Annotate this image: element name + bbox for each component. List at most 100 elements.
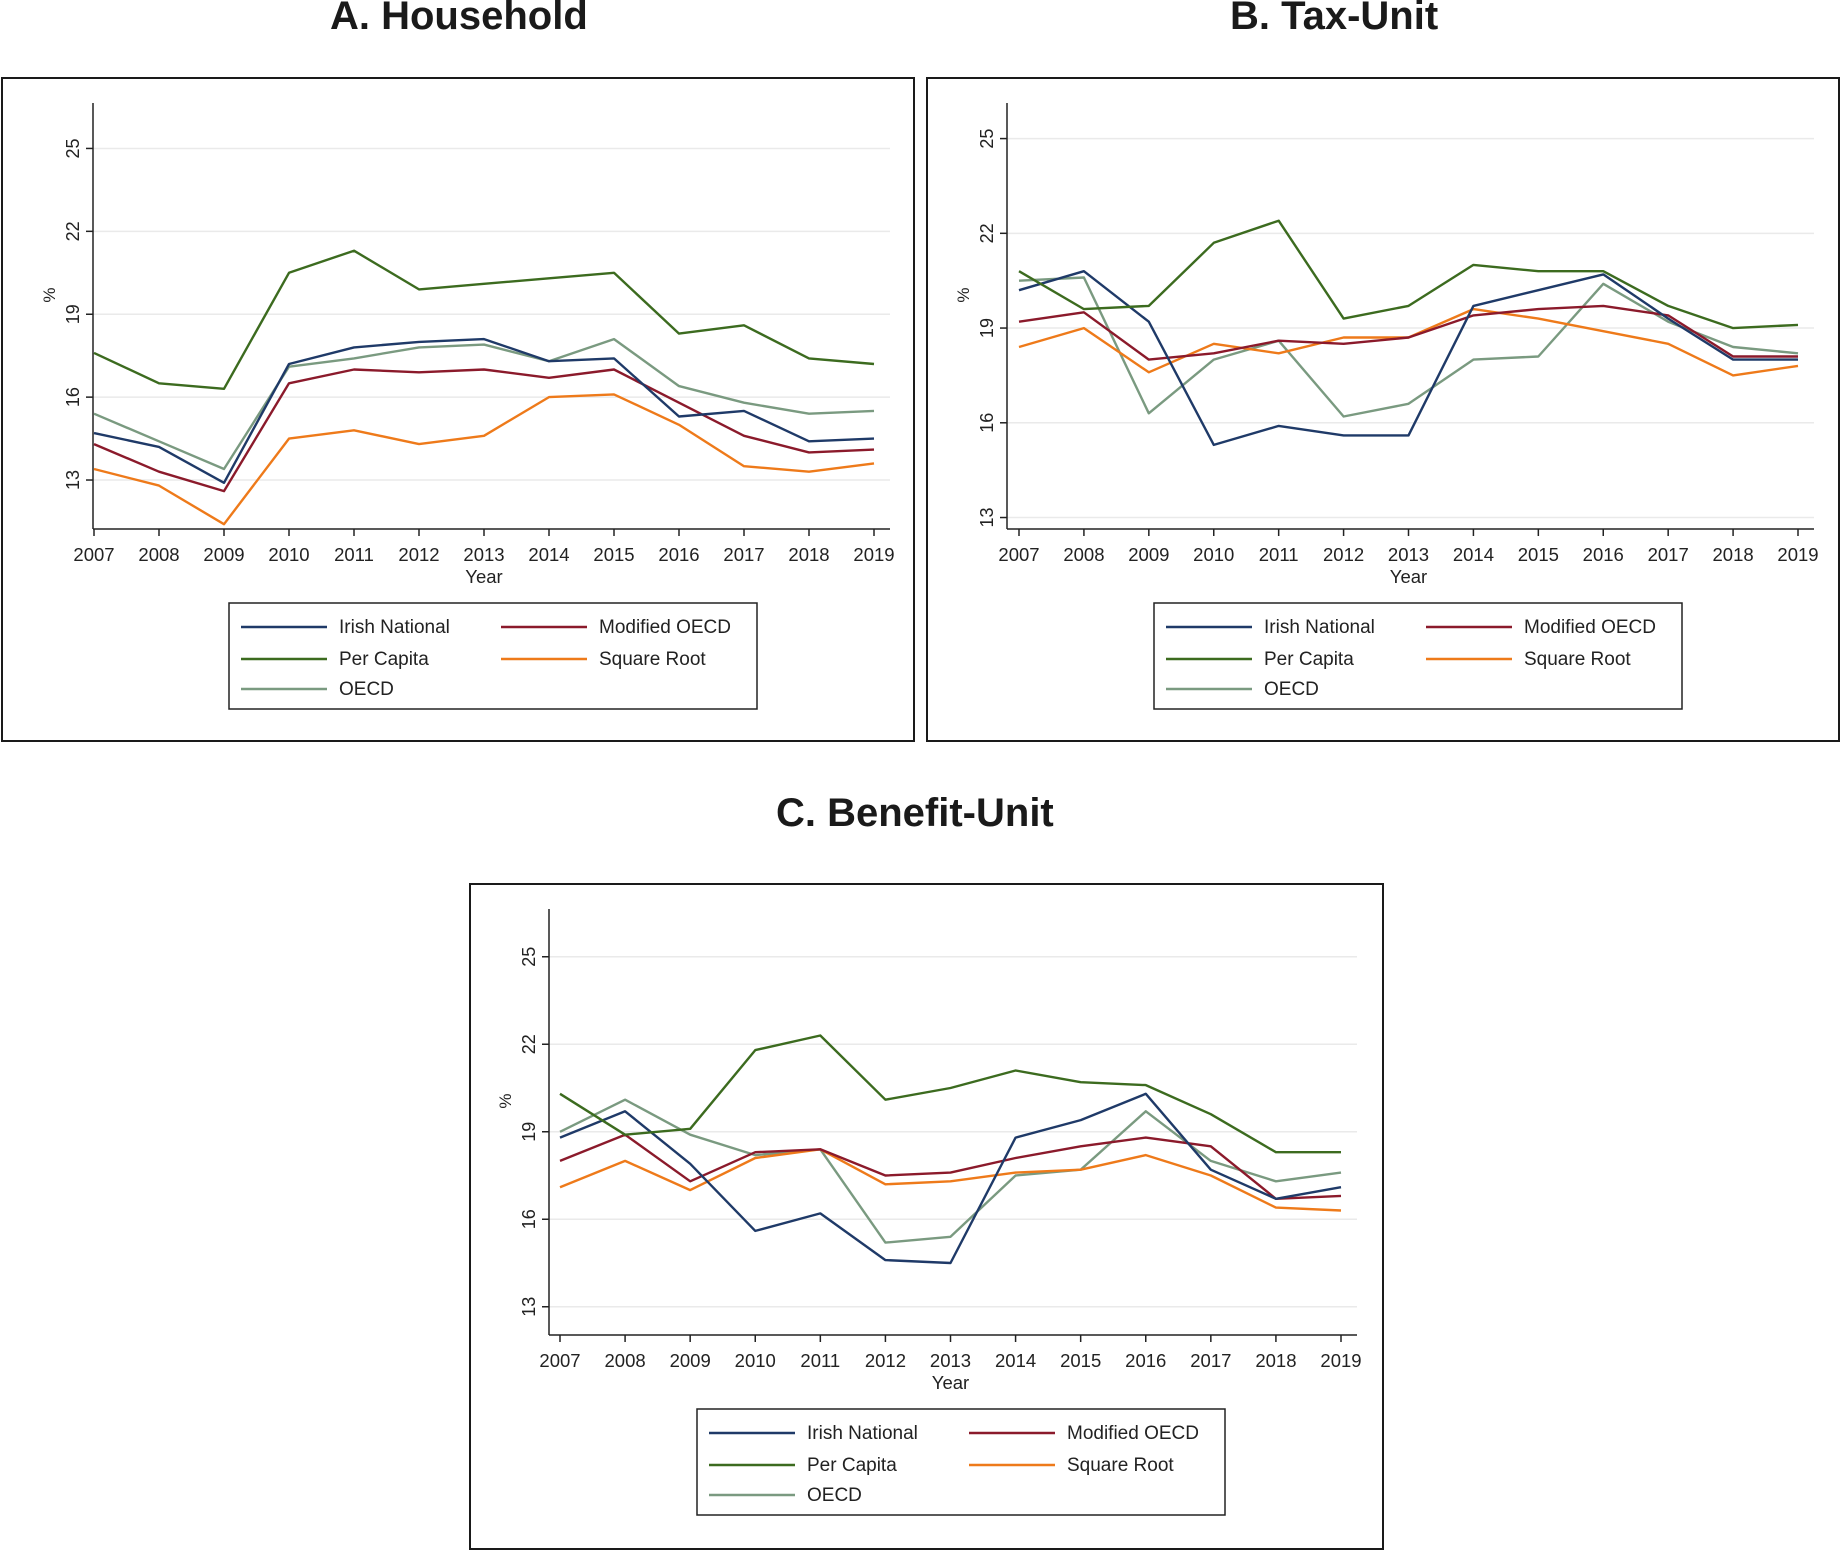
chart2-y-tick-label: 16 — [519, 1209, 539, 1229]
chart1-series-oecd — [1018, 276, 1799, 418]
chart1-x-tick-label: 2017 — [1648, 544, 1689, 565]
chart0-legend-label: OECD — [339, 679, 394, 700]
chart0-x-tick-label: 2007 — [73, 544, 114, 565]
chart0-x-tick-label: 2016 — [658, 544, 699, 565]
chart1-legend-label: Modified OECD — [1524, 617, 1656, 638]
chart0-series-square-root — [93, 393, 875, 526]
chart1-legend-label: Irish National — [1264, 617, 1375, 638]
chart0-x-tick-label: 2012 — [398, 544, 439, 565]
chart1-x-tick-label: 2011 — [1259, 544, 1299, 565]
chart2-y-tick-label: 19 — [519, 1122, 539, 1142]
chart2-x-tick-label: 2018 — [1255, 1350, 1296, 1371]
chart0-x-tick-label: 2013 — [463, 544, 504, 565]
chart0-x-tick-label: 2014 — [528, 544, 569, 565]
chart1-x-tick-label: 2018 — [1713, 544, 1754, 565]
chart2-y-tick-label: 25 — [519, 947, 539, 967]
chart1-y-axis-label: % — [954, 287, 973, 302]
chart2-legend-label: Square Root — [1067, 1455, 1174, 1476]
chart0-legend-box — [228, 602, 758, 710]
chart1-legend-label: Square Root — [1524, 649, 1631, 670]
chart1-x-tick-label: 2009 — [1128, 544, 1169, 565]
chart0-series-modified-oecd — [93, 368, 875, 493]
chart0-series-irish-national — [93, 337, 875, 484]
chart2-x-tick-label: 2011 — [800, 1350, 840, 1371]
chart1-x-tick-label: 2014 — [1453, 544, 1494, 565]
panel-a-frame: 13 16 19 22 25% 2007 2008 2009 2010 2011 2012 2013 2… — [1, 77, 915, 742]
chart2-y-axis-label: % — [496, 1093, 515, 1108]
chart2-series-modified-oecd — [559, 1133, 1342, 1200]
panel-c-title: C. Benefit-Unit — [776, 791, 1054, 835]
chart2-x-tick-label: 2016 — [1125, 1350, 1166, 1371]
chart0-series-per-capita — [93, 249, 875, 390]
chart2-legend-label: Irish National — [807, 1423, 918, 1444]
chart0-x-tick-label: 2015 — [593, 544, 634, 565]
chart1-series-per-capita — [1018, 219, 1799, 330]
chart1-y-tick-label: 19 — [977, 318, 997, 338]
chart0-x-tick-label: 2019 — [853, 544, 894, 565]
chart2-legend-label: Modified OECD — [1067, 1423, 1199, 1444]
chart1-legend-box — [1153, 602, 1683, 710]
chart1-y-tick-label: 13 — [977, 508, 997, 528]
chart1-x-tick-label: 2007 — [998, 544, 1039, 565]
chart1-x-tick-label: 2016 — [1583, 544, 1624, 565]
chart0-x-tick-label: 2018 — [788, 544, 829, 565]
panel-b-frame: 13 16 19 22 25% 2007 2008 2009 2010 2011 2012 2013 2… — [926, 77, 1840, 742]
household-chart: 13 16 19 22 25% 2007 2008 2009 2010 2011 2012 2013 2… — [40, 103, 895, 710]
chart2-legend-label: Per Capita — [807, 1455, 897, 1476]
chart0-x-tick-label: 2017 — [723, 544, 764, 565]
benefit-unit-chart: 13 16 19 22 25% 2007 2008 2009 2010 2011 2012 2013 2… — [496, 909, 1362, 1516]
chart0-y-tick-label: 25 — [63, 138, 83, 158]
panel-c-frame: 13 16 19 22 25% 2007 2008 2009 2010 2011 2012 2013 2… — [469, 883, 1384, 1550]
chart2-x-axis-label: Year — [932, 1372, 969, 1393]
chart2-x-tick-label: 2007 — [539, 1350, 580, 1371]
chart2-x-tick-label: 2019 — [1320, 1350, 1361, 1371]
chart0-series-oecd — [93, 337, 875, 471]
chart0-y-tick-label: 22 — [63, 221, 83, 241]
chart2-series-irish-national — [559, 1092, 1342, 1265]
chart0-x-tick-label: 2011 — [334, 544, 374, 565]
chart0-x-tick-label: 2008 — [138, 544, 179, 565]
chart0-y-tick-label: 13 — [63, 470, 83, 490]
chart2-x-tick-label: 2010 — [735, 1350, 776, 1371]
chart2-y-tick-label: 13 — [519, 1297, 539, 1317]
chart1-x-tick-label: 2015 — [1518, 544, 1559, 565]
chart0-legend-label: Square Root — [599, 649, 706, 670]
chart2-series-oecd — [559, 1098, 1342, 1244]
chart0-x-axis-label: Year — [465, 566, 502, 587]
chart1-y-tick-label: 22 — [977, 223, 997, 243]
chart1-legend-label: Per Capita — [1264, 649, 1354, 670]
chart2-legend-label: OECD — [807, 1485, 862, 1506]
chart0-legend-label: Per Capita — [339, 649, 429, 670]
chart1-x-tick-label: 2019 — [1777, 544, 1818, 565]
chart2-y-tick-label: 22 — [519, 1034, 539, 1054]
chart2-x-tick-label: 2008 — [605, 1350, 646, 1371]
chart0-y-tick-label: 16 — [63, 387, 83, 407]
chart1-y-tick-label: 25 — [977, 129, 997, 149]
chart0-y-tick-label: 19 — [63, 304, 83, 324]
chart1-x-axis-label: Year — [1390, 566, 1427, 587]
chart1-x-tick-label: 2010 — [1193, 544, 1234, 565]
tax-unit-chart: 13 16 19 22 25% 2007 2008 2009 2010 2011 2012 2013 2… — [954, 103, 1819, 710]
chart0-x-tick-label: 2009 — [203, 544, 244, 565]
chart1-x-tick-label: 2008 — [1063, 544, 1104, 565]
chart2-x-tick-label: 2009 — [670, 1350, 711, 1371]
chart1-x-tick-label: 2012 — [1323, 544, 1364, 565]
chart2-series-square-root — [559, 1148, 1342, 1212]
chart0-legend-label: Modified OECD — [599, 617, 731, 638]
panel-a-title: A. Household — [330, 0, 588, 38]
chart1-y-tick-label: 16 — [977, 413, 997, 433]
chart2-series-per-capita — [559, 1034, 1341, 1154]
chart1-legend-label: OECD — [1264, 679, 1319, 700]
chart0-y-axis-label: % — [40, 287, 59, 302]
chart1-x-tick-label: 2013 — [1388, 544, 1429, 565]
chart2-x-tick-label: 2012 — [865, 1350, 906, 1371]
chart2-x-tick-label: 2017 — [1190, 1350, 1231, 1371]
chart2-x-tick-label: 2015 — [1060, 1350, 1101, 1371]
chart1-series-modified-oecd — [1018, 304, 1798, 361]
chart0-legend-label: Irish National — [339, 617, 450, 638]
chart2-legend-box — [696, 1408, 1226, 1516]
chart1-series-square-root — [1018, 307, 1799, 377]
panel-b-title: B. Tax-Unit — [1230, 0, 1439, 38]
chart1-series-irish-national — [1018, 269, 1798, 447]
chart2-x-tick-label: 2013 — [930, 1350, 971, 1371]
